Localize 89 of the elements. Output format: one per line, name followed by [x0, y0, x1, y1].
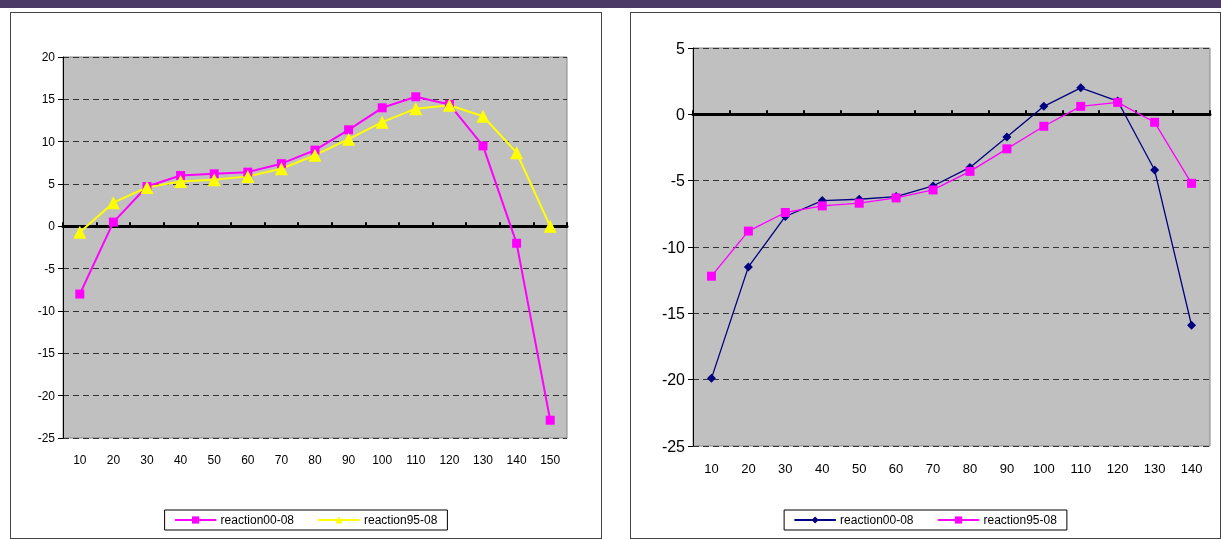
- point: [274, 162, 288, 176]
- y-tick-label: 0: [48, 219, 56, 234]
- point: [207, 173, 221, 187]
- y-tick-label: 20: [41, 50, 56, 64]
- point: [1002, 132, 1012, 142]
- point: [476, 109, 490, 123]
- point: [510, 146, 524, 160]
- y-tick-label: -10: [37, 304, 56, 318]
- x-tick-label: 110: [1070, 461, 1092, 476]
- legend-label: reaction95-08: [364, 513, 438, 527]
- legend-label: reaction95-08: [983, 513, 1058, 527]
- x-tick-label: 100: [372, 453, 393, 467]
- y-tick-label: -25: [661, 437, 686, 455]
- x-tick-label: 20: [106, 453, 121, 467]
- x-tick-label: 130: [1143, 461, 1166, 476]
- x-tick-label: 20: [741, 461, 756, 476]
- point: [174, 174, 188, 188]
- point: [817, 201, 827, 211]
- x-tick-label: 130: [472, 453, 494, 467]
- x-tick-label: 40: [173, 453, 188, 467]
- x-tick-label: 60: [241, 453, 255, 467]
- x-tick-label: 30: [778, 461, 793, 476]
- x-tick-label: 50: [851, 461, 867, 476]
- x-tick-label: 140: [506, 453, 527, 467]
- x-tick-label: 10: [73, 453, 87, 467]
- point: [75, 289, 85, 299]
- x-tick-label: 90: [341, 453, 356, 467]
- x-tick-label: 30: [140, 453, 154, 467]
- y-tick-label: -20: [661, 371, 686, 389]
- point: [342, 132, 356, 146]
- point: [1076, 101, 1086, 111]
- y-tick-label: -20: [37, 388, 56, 403]
- point: [106, 196, 120, 210]
- point: [1039, 101, 1049, 111]
- x-tick-label: 150: [540, 453, 561, 467]
- y-tick-label: -5: [670, 172, 686, 190]
- x-tick-label: 60: [888, 461, 904, 476]
- point: [545, 415, 555, 425]
- point: [241, 169, 255, 183]
- legend-label: reaction00-08: [840, 513, 914, 527]
- point: [512, 238, 522, 248]
- x-tick-label: 120: [439, 453, 460, 467]
- x-tick-label: 10: [704, 461, 719, 476]
- point: [108, 217, 118, 227]
- y-tick-label: -25: [37, 431, 56, 445]
- x-tick-label: 100: [1032, 461, 1055, 476]
- point: [543, 219, 557, 233]
- point: [409, 102, 423, 116]
- y-tick-label: 15: [41, 92, 56, 107]
- y-tick-label: 0: [676, 105, 686, 123]
- y-tick-label: -15: [37, 346, 56, 361]
- point: [1150, 117, 1160, 127]
- point: [375, 115, 389, 129]
- point: [1002, 144, 1012, 154]
- point: [965, 166, 975, 176]
- x-tick-label: 50: [207, 453, 222, 467]
- point: [478, 141, 488, 151]
- y-tick-label: -15: [661, 304, 686, 322]
- point: [706, 271, 716, 281]
- x-tick-label: 140: [1180, 461, 1203, 476]
- y-tick-label: 10: [41, 134, 56, 149]
- y-tick-label: -5: [44, 261, 56, 276]
- point: [1039, 121, 1049, 131]
- point: [344, 125, 354, 135]
- x-tick-label: 70: [925, 461, 941, 476]
- x-tick-label: 90: [999, 461, 1015, 476]
- point: [1150, 165, 1160, 175]
- y-tick-label: -10: [661, 238, 686, 256]
- x-tick-label: 120: [1106, 461, 1129, 476]
- point: [743, 226, 753, 236]
- point: [854, 198, 864, 208]
- point: [706, 373, 716, 383]
- point: [73, 225, 87, 239]
- point: [928, 185, 938, 195]
- legend-label: reaction00-08: [220, 513, 295, 527]
- point: [743, 262, 753, 272]
- point: [1187, 320, 1197, 330]
- y-tick-label: 5: [48, 177, 56, 191]
- point: [1076, 83, 1086, 93]
- x-tick-label: 110: [406, 453, 426, 467]
- x-tick-label: 80: [308, 453, 322, 467]
- point: [411, 92, 421, 102]
- x-tick-label: 70: [274, 453, 289, 467]
- point: [377, 103, 387, 113]
- y-tick-label: 5: [676, 39, 686, 57]
- x-tick-label: 80: [962, 461, 978, 476]
- point: [308, 148, 322, 162]
- point: [1187, 178, 1197, 188]
- x-tick-label: 40: [815, 461, 830, 476]
